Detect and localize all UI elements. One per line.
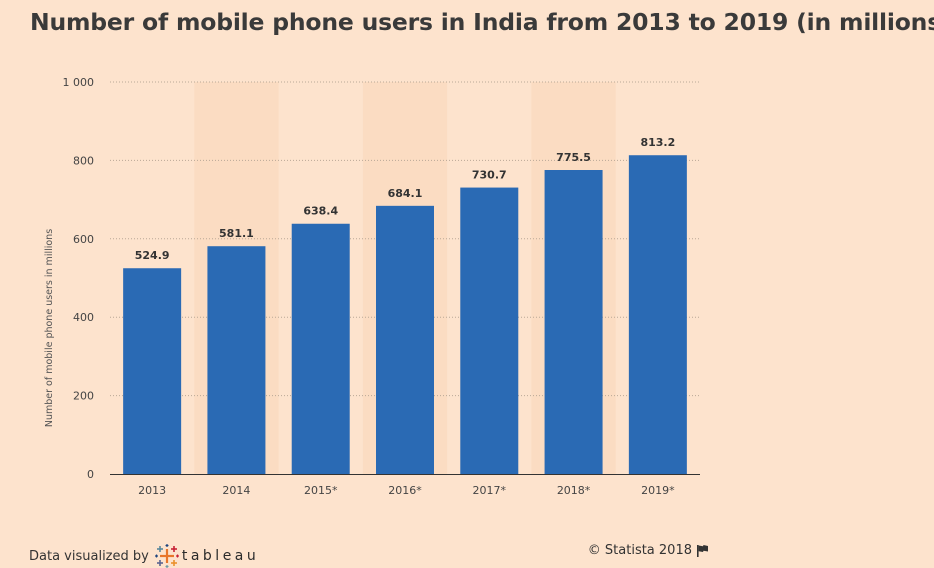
bar-value-label: 813.2 bbox=[640, 136, 675, 149]
x-tick-label: 2019* bbox=[641, 484, 675, 497]
tableau-plus-logo-icon bbox=[154, 544, 179, 568]
copyright-text: © Statista 2018 bbox=[587, 543, 692, 558]
data-visualized-by-text: Data visualized by bbox=[29, 548, 149, 564]
bar-2016[interactable] bbox=[376, 205, 434, 474]
chart-title: Number of mobile phone users in India fr… bbox=[30, 8, 934, 36]
y-axis-label: Number of mobile phone users in millions bbox=[44, 229, 55, 427]
bar-value-label: 684.1 bbox=[388, 187, 423, 200]
bars bbox=[123, 155, 687, 475]
bar-value-label: 775.5 bbox=[556, 151, 591, 164]
x-tick-label: 2015* bbox=[304, 484, 338, 497]
bar-2019[interactable] bbox=[628, 155, 687, 475]
y-tick-label: 800 bbox=[73, 154, 94, 167]
y-tick-label: 0 bbox=[87, 468, 94, 481]
bar-value-label: 524.9 bbox=[135, 249, 170, 262]
y-tick-label: 200 bbox=[73, 390, 94, 403]
x-tick-label: 2018* bbox=[557, 484, 591, 497]
bar-2018[interactable] bbox=[544, 170, 603, 474]
bar-value-label: 638.4 bbox=[303, 205, 338, 218]
tableau-wordmark: tableau bbox=[181, 548, 260, 564]
y-tick-label: 1 000 bbox=[63, 76, 95, 89]
x-tick-label: 2013 bbox=[138, 484, 166, 497]
y-tick-label: 600 bbox=[73, 233, 94, 246]
x-axis-tick-labels: 2013 2014 2015* 2016* 2017* 2018* 2019* bbox=[138, 484, 675, 497]
x-tick-label: 2017* bbox=[473, 484, 507, 497]
y-tick-label: 400 bbox=[73, 311, 94, 324]
tableau-logo[interactable]: tableau bbox=[154, 544, 260, 568]
bar-value-label: 730.7 bbox=[472, 169, 507, 182]
data-visualized-by[interactable]: Data visualized by bbox=[29, 544, 259, 568]
bar-2014[interactable] bbox=[207, 246, 266, 474]
bar-2015[interactable] bbox=[291, 223, 350, 474]
value-labels: 524.9 581.1 638.4 684.1 730.7 775.5 813.2 bbox=[135, 136, 676, 262]
bar-value-label: 581.1 bbox=[219, 227, 254, 240]
bar-2013[interactable] bbox=[123, 268, 182, 474]
statista-copyright[interactable]: © Statista 2018 bbox=[588, 543, 708, 558]
x-tick-label: 2016* bbox=[388, 484, 422, 497]
x-tick-label: 2014 bbox=[222, 484, 250, 497]
flag-icon[interactable] bbox=[697, 544, 708, 557]
y-axis-tick-labels: 0 200 400 600 800 1 000 bbox=[63, 76, 95, 481]
bar-2017[interactable] bbox=[460, 187, 519, 474]
